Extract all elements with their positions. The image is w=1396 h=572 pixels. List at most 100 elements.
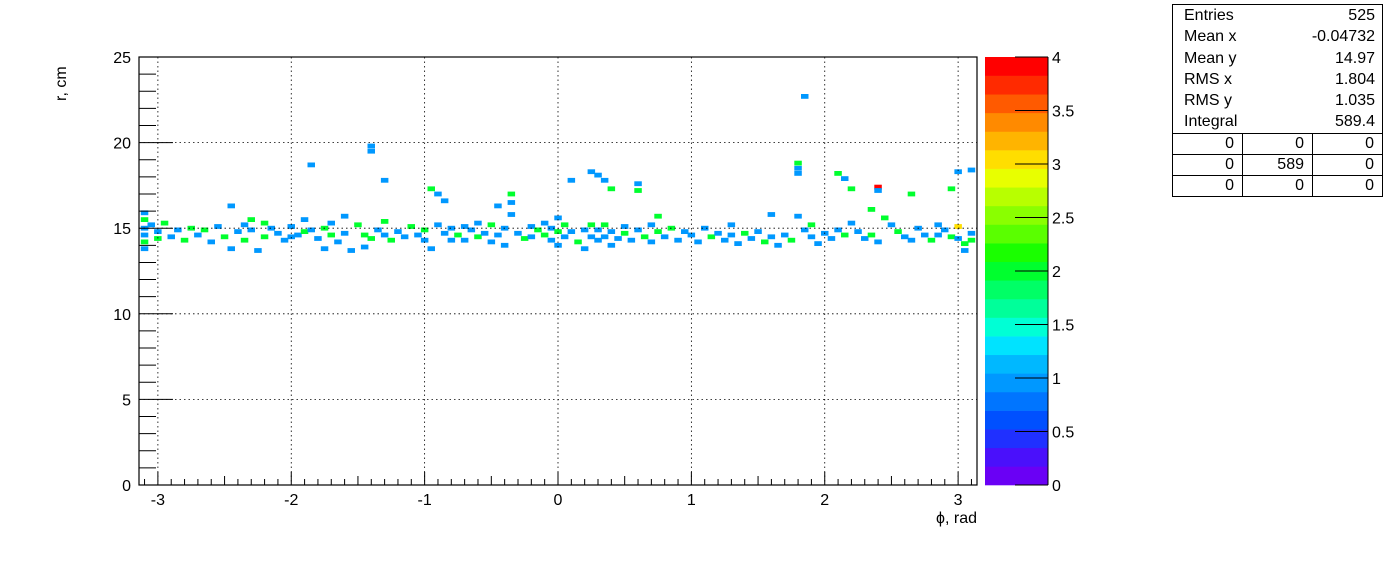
colorbar-tick-label: 3.5 [1052, 104, 1074, 121]
heatmap-cell [514, 230, 522, 236]
heatmap-cell [154, 229, 162, 234]
heatmap-cell [474, 220, 482, 226]
heatmap-cell [520, 236, 529, 241]
heatmap-cell [427, 186, 435, 192]
heatmap-cell [447, 225, 456, 231]
heatmap-cell [540, 220, 549, 226]
heatmap-cell [140, 232, 149, 238]
grid-cell: 0 [1173, 133, 1243, 154]
heatmap-cell [967, 167, 976, 173]
x-tick-label: 0 [554, 492, 563, 509]
heatmap-cell [634, 181, 642, 187]
heatmap-cell [941, 227, 949, 233]
stats-value: -0.04732 [1311, 28, 1375, 46]
stats-row-entries: Entries 525 [1173, 5, 1382, 26]
heatmap-cell [807, 234, 816, 240]
heatmap-cell [647, 239, 656, 245]
grid-row: 0 0 0 [1173, 133, 1382, 155]
heatmap-cell [634, 227, 642, 233]
heatmap-cell [534, 227, 542, 233]
colorbar-band [985, 205, 1048, 225]
colorbar-band [985, 298, 1048, 318]
stats-label: Integral [1184, 113, 1238, 131]
y-axis: 0 5 10 15 20 25 [113, 50, 173, 495]
heatmap-cell [801, 227, 809, 233]
heatmap-cell [681, 229, 689, 234]
heatmap-cell [554, 215, 562, 221]
heatmap-cell [287, 224, 295, 229]
heatmap-cell [334, 239, 342, 245]
heatmap-cell [560, 222, 569, 228]
heatmap-cell [480, 230, 489, 236]
heatmap-cell [861, 236, 869, 241]
colorbar-band [985, 354, 1048, 374]
heatmap-cell [701, 225, 709, 231]
heatmap-cell [427, 246, 435, 252]
heatmap-cell [707, 234, 716, 240]
heatmap-cell [347, 248, 355, 253]
heatmap-cell [400, 234, 409, 240]
heatmap-cell [414, 232, 422, 238]
heatmap-cell [841, 176, 849, 181]
heatmap-cell [881, 215, 889, 221]
heatmap-cell [180, 237, 189, 243]
colorbar-tick-label: 1 [1052, 371, 1061, 388]
heatmap-cell [160, 220, 169, 226]
grid-cell: 0 [1365, 155, 1374, 173]
stats-label: Entries [1184, 7, 1234, 24]
x-tick-label: 3 [954, 492, 963, 509]
stats-box: Entries 525 Mean x -0.04732 Mean y 14.97… [1172, 4, 1383, 197]
heatmap-cell [387, 237, 395, 243]
heatmap-cell [307, 162, 315, 168]
heatmap-cell [227, 246, 235, 252]
y-tick-label: 0 [122, 478, 131, 495]
colorbar-tick-label: 3 [1052, 157, 1061, 174]
heatmap-cell [794, 213, 802, 219]
y-axis-label: r, cm [53, 66, 70, 101]
heatmap-cell [907, 191, 916, 197]
heatmap-cell [580, 227, 589, 233]
heatmap-cell [540, 232, 549, 238]
colorbar-tick-label: 0.5 [1052, 425, 1074, 442]
heatmap-cell [874, 239, 882, 245]
heatmap-cell [267, 225, 275, 231]
x-tick-label: -3 [151, 492, 165, 509]
heatmap-cell [954, 224, 962, 229]
x-axis-label: ϕ, rad [936, 510, 977, 527]
heatmap-cell [947, 186, 956, 192]
heatmap-cell [640, 234, 649, 240]
heatmap-cell [247, 227, 255, 233]
colorbar-band [985, 280, 1048, 300]
heatmap-cell [954, 169, 962, 175]
heatmap-cell [460, 224, 469, 229]
y-tick-label: 10 [113, 307, 131, 324]
heatmap-cell [360, 244, 369, 250]
colorbar-band [985, 57, 1048, 76]
grid-cell: 0 [1173, 154, 1243, 175]
heatmap-cell [554, 242, 562, 248]
colorbar-band [985, 131, 1048, 151]
y-tick-label: 20 [113, 136, 131, 153]
heatmap-cell [240, 237, 249, 243]
heatmap-cell [507, 200, 516, 205]
heatmap-cell [500, 242, 509, 248]
x-tick-label: -1 [418, 492, 432, 509]
heatmap-cell [367, 148, 375, 154]
heatmap-cell [547, 225, 556, 231]
colorbar-band [985, 168, 1048, 188]
heatmap-cell [714, 230, 722, 236]
colorbar-band [985, 410, 1048, 430]
heatmap-cell [147, 222, 155, 228]
heatmap-cell [727, 232, 736, 238]
heatmap-cell [167, 234, 175, 240]
heatmap-cell [434, 191, 442, 197]
stats-row-mean-y: Mean y 14.97 [1173, 48, 1382, 69]
heatmap-cell [954, 236, 962, 241]
grid-cell: 0 [1365, 134, 1374, 152]
heatmap-cell [214, 224, 222, 229]
heatmap-cell [874, 188, 882, 193]
heatmap-cell [140, 217, 149, 222]
colorbar-band [985, 150, 1048, 169]
colorbar-band [985, 112, 1048, 132]
heatmap-cell [467, 227, 476, 233]
